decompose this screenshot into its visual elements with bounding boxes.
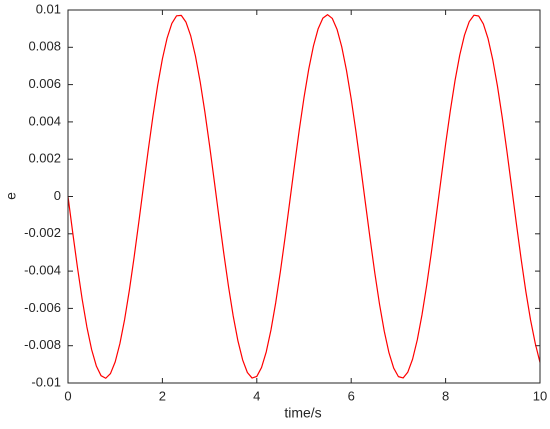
y-tick-label: 0.006 xyxy=(28,76,61,91)
y-tick-label: 0.008 xyxy=(28,39,61,54)
plot-frame xyxy=(67,9,541,384)
y-tick-label: 0.004 xyxy=(28,113,61,128)
y-tick-label: -0.008 xyxy=(24,337,61,352)
y-tick-label: -0.002 xyxy=(24,225,61,240)
x-axis-label: time/s xyxy=(284,405,321,421)
y-tick-label: 0 xyxy=(54,188,61,203)
y-tick-label: 0.01 xyxy=(36,1,61,16)
y-axis-label: e xyxy=(3,192,19,200)
y-tick-label: -0.004 xyxy=(24,263,61,278)
x-tick-label: 2 xyxy=(159,388,166,403)
x-tick-label: 4 xyxy=(253,388,260,403)
data-line xyxy=(67,14,541,379)
x-tick-label: 10 xyxy=(533,388,547,403)
y-tick-label: -0.006 xyxy=(24,300,61,315)
x-tick-label: 6 xyxy=(348,388,355,403)
x-tick-label: 8 xyxy=(442,388,449,403)
y-tick-label: -0.01 xyxy=(31,374,61,389)
y-tick-label: 0.002 xyxy=(28,151,61,166)
x-tick-label: 0 xyxy=(64,388,71,403)
